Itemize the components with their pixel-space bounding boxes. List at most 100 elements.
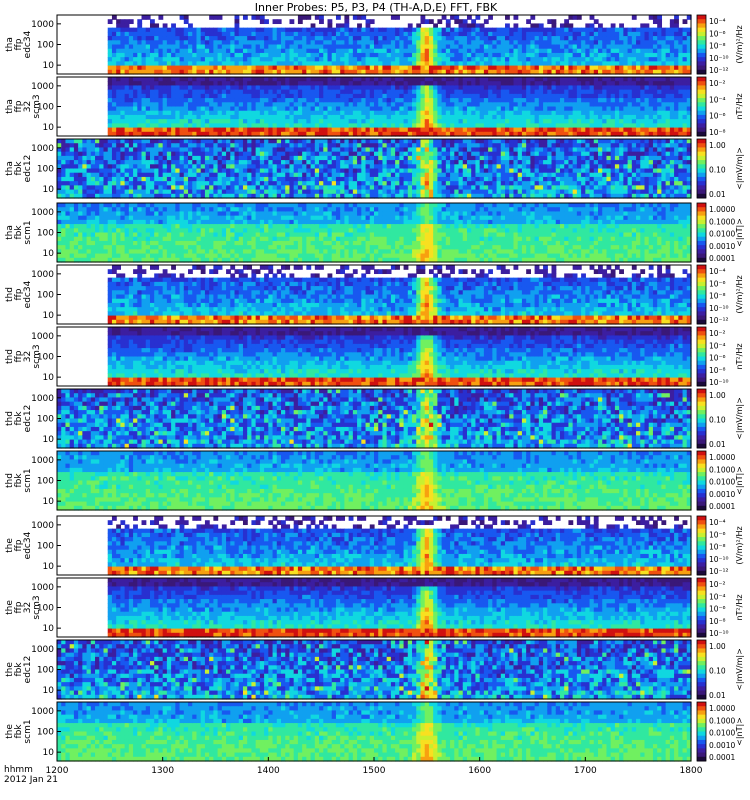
heatmap-cell: [120, 57, 126, 62]
heatmap-cell: [686, 127, 692, 133]
heatmap-cell: [593, 114, 599, 120]
heatmap-cell: [627, 131, 633, 137]
heatmap-cell: [221, 69, 227, 75]
heatmap-cell: [124, 77, 130, 82]
heatmap-cell: [551, 23, 557, 29]
heatmap-cell: [255, 27, 261, 33]
heatmap-cell: [619, 106, 624, 112]
heatmap-cell: [614, 81, 620, 87]
heatmap-cell: [509, 119, 515, 124]
heatmap-cell: [509, 48, 515, 54]
heatmap-cell: [357, 81, 362, 87]
heatmap-cell: [116, 131, 121, 137]
heatmap-cell: [276, 69, 282, 75]
heatmap-cell: [133, 89, 138, 95]
heatmap-cell: [323, 172, 329, 178]
colorbar-tick-label: 10⁻⁶: [709, 112, 726, 121]
heatmap-cell: [496, 40, 502, 46]
heatmap-cell: [323, 189, 329, 195]
heatmap-cell: [382, 127, 388, 133]
heatmap-cell: [78, 168, 83, 174]
heatmap-cell: [293, 89, 299, 95]
heatmap-cell: [340, 110, 346, 116]
heatmap-cell: [141, 181, 147, 186]
heatmap-cell: [598, 69, 603, 75]
heatmap-cell: [209, 57, 214, 62]
heatmap-cell: [209, 69, 214, 75]
heatmap-cell: [293, 193, 299, 199]
heatmap-cell: [492, 48, 498, 54]
heatmap-cell: [365, 89, 371, 95]
heatmap-cell: [441, 155, 447, 161]
heatmap-cell: [433, 40, 438, 46]
heatmap-cell: [644, 98, 650, 103]
heatmap-cell: [521, 31, 527, 37]
heatmap-cell: [610, 69, 616, 75]
heatmap-cell: [192, 151, 198, 157]
heatmap-cell: [95, 172, 100, 178]
heatmap-cell: [471, 57, 477, 62]
heatmap-cell: [614, 77, 620, 82]
heatmap-cell: [424, 147, 430, 153]
heatmap-cell: [226, 164, 231, 170]
heatmap-cell: [424, 176, 430, 182]
heatmap-cell: [568, 61, 574, 67]
heatmap-cell: [344, 23, 350, 29]
heatmap-cell: [428, 36, 434, 41]
heatmap-cell: [576, 131, 582, 137]
colorbar-segment: [697, 40, 706, 45]
heatmap-cell: [492, 31, 498, 37]
heatmap-cell: [196, 110, 202, 116]
heatmap-cell: [627, 85, 633, 91]
heatmap-cell: [648, 131, 654, 137]
heatmap-cell: [644, 57, 650, 62]
heatmap-cell: [399, 31, 405, 37]
heatmap-cell: [259, 98, 265, 103]
heatmap-cell: [466, 93, 472, 99]
heatmap-cell: [623, 102, 629, 108]
heatmap-cell: [686, 15, 692, 20]
heatmap-cell: [555, 69, 561, 75]
heatmap-cell: [505, 48, 510, 54]
heatmap-cell: [517, 81, 523, 87]
heatmap-cell: [627, 123, 633, 129]
heatmap-cell: [128, 160, 134, 165]
heatmap-cell: [610, 48, 616, 54]
heatmap-cell: [107, 193, 113, 199]
heatmap-cell: [357, 65, 362, 71]
heatmap-cell: [289, 164, 295, 170]
heatmap-cell: [416, 189, 422, 195]
heatmap-cell: [585, 81, 591, 87]
heatmap-cell: [412, 77, 417, 82]
heatmap-cell: [226, 31, 231, 37]
heatmap-cell: [234, 185, 240, 191]
heatmap-cell: [496, 31, 502, 37]
heatmap-cell: [259, 106, 265, 112]
heatmap-cell: [416, 81, 422, 87]
heatmap-cell: [483, 40, 489, 46]
heatmap-cell: [407, 181, 413, 186]
heatmap-cell: [69, 172, 75, 178]
heatmap-cell: [217, 164, 223, 170]
heatmap-cell: [572, 110, 578, 116]
heatmap-cell: [242, 65, 248, 71]
heatmap-cell: [433, 119, 438, 124]
heatmap-cell: [483, 57, 489, 62]
heatmap-cell: [331, 89, 337, 95]
heatmap-cell: [268, 85, 274, 91]
heatmap-cell: [259, 65, 265, 71]
heatmap-cell: [614, 27, 620, 33]
heatmap-cell: [614, 36, 620, 41]
heatmap-cell: [137, 131, 143, 137]
heatmap-cell: [103, 168, 109, 174]
heatmap-cell: [648, 89, 654, 95]
heatmap-cell: [196, 143, 202, 149]
heatmap-cell: [340, 81, 346, 87]
heatmap-cell: [116, 40, 121, 46]
heatmap-cell: [479, 123, 485, 129]
heatmap-cell: [319, 176, 324, 182]
heatmap-cell: [378, 77, 384, 82]
heatmap-cell: [234, 36, 240, 41]
heatmap-cell: [289, 185, 295, 191]
heatmap-cell: [581, 106, 586, 112]
